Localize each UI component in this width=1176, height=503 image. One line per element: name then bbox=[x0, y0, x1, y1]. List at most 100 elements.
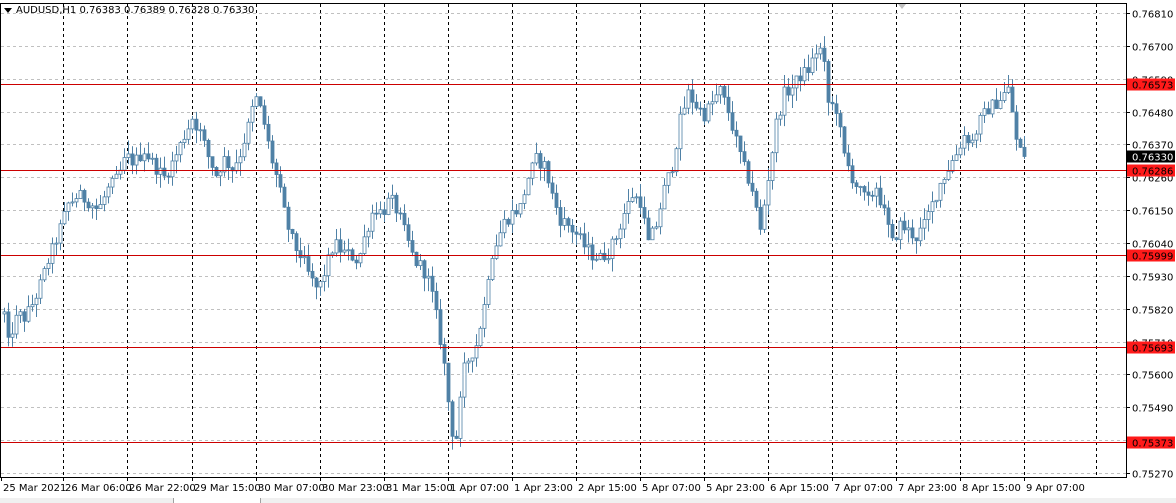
candle-body bbox=[778, 114, 783, 120]
candle-body bbox=[870, 194, 875, 197]
candle-body bbox=[558, 207, 563, 226]
candle-body bbox=[190, 118, 195, 130]
candle-body bbox=[790, 87, 795, 96]
dropdown-triangle-icon[interactable] bbox=[4, 7, 12, 13]
candle-body bbox=[50, 243, 55, 264]
level-label: 0.76573 bbox=[1132, 81, 1173, 92]
candle-body bbox=[74, 198, 79, 203]
candle-body bbox=[310, 270, 315, 279]
candle-body bbox=[738, 135, 743, 153]
candle-body bbox=[1010, 86, 1015, 113]
candle-body bbox=[906, 227, 911, 231]
candle-body bbox=[886, 207, 891, 225]
candle-body bbox=[198, 129, 203, 132]
candle-body bbox=[934, 199, 939, 203]
candle-body bbox=[742, 151, 747, 163]
candle-body bbox=[630, 197, 635, 202]
candle-body bbox=[438, 309, 443, 345]
chart-shift-marker-icon bbox=[898, 4, 906, 9]
candle-body bbox=[482, 304, 487, 329]
symbol-header-text: AUDUSD,H1 0.76383 0.76389 0.76328 0.7633… bbox=[16, 5, 255, 16]
candle-body bbox=[158, 167, 163, 175]
candle-body bbox=[798, 75, 803, 82]
candle-body bbox=[898, 220, 903, 241]
candle-body bbox=[26, 306, 31, 322]
candle-body bbox=[354, 259, 359, 264]
candle-body bbox=[614, 238, 619, 241]
candle-body bbox=[806, 67, 811, 73]
candle-body bbox=[550, 182, 555, 194]
candle-body bbox=[122, 157, 127, 171]
candle-body bbox=[962, 135, 967, 149]
candle-body bbox=[878, 187, 883, 206]
candle-body bbox=[990, 99, 995, 115]
candle-body bbox=[834, 103, 839, 114]
x-tick-label: 29 Mar 15:00 bbox=[194, 483, 261, 494]
candle-body bbox=[926, 211, 931, 220]
candle-body bbox=[946, 170, 951, 180]
candle-body bbox=[606, 258, 611, 261]
y-tick-label: 0.76260 bbox=[1132, 174, 1173, 185]
current-price-bg bbox=[1127, 150, 1175, 163]
level-label-bg bbox=[1127, 249, 1175, 262]
candle-body bbox=[918, 227, 923, 242]
candle-body bbox=[202, 129, 207, 141]
candle-body bbox=[18, 311, 23, 316]
candle-body bbox=[326, 254, 331, 277]
candle-body bbox=[950, 160, 955, 172]
level-label-bg bbox=[1127, 341, 1175, 354]
candle-body bbox=[818, 47, 823, 55]
candle-body bbox=[822, 47, 827, 62]
candle-body bbox=[522, 194, 527, 204]
candle-body bbox=[38, 279, 43, 299]
candle-body bbox=[78, 190, 83, 199]
candle-body bbox=[194, 118, 199, 131]
candle-body bbox=[238, 156, 243, 164]
candle-body bbox=[218, 171, 223, 177]
candle-body bbox=[486, 279, 491, 305]
candle-body bbox=[970, 139, 975, 144]
candle-body bbox=[422, 260, 427, 279]
candle-body bbox=[90, 205, 95, 209]
candle-body bbox=[602, 252, 607, 261]
candle-body bbox=[418, 260, 423, 267]
candle-body bbox=[258, 96, 263, 107]
candle-body bbox=[394, 194, 399, 214]
candle-body bbox=[410, 240, 415, 253]
candle-body bbox=[66, 202, 71, 212]
candle-body bbox=[186, 128, 191, 140]
y-tick-label: 0.76370 bbox=[1132, 141, 1173, 152]
candle-body bbox=[682, 107, 687, 115]
candle-body bbox=[982, 108, 987, 116]
candle-body bbox=[206, 139, 211, 158]
candle-body bbox=[254, 96, 259, 107]
candle-body bbox=[42, 268, 47, 281]
x-tick-label: 2 Apr 15:00 bbox=[578, 483, 637, 494]
y-tick-label: 0.76810 bbox=[1132, 10, 1173, 21]
candle-body bbox=[358, 253, 363, 264]
candle-body bbox=[726, 96, 731, 114]
candle-body bbox=[270, 140, 275, 164]
chart-tab-active[interactable] bbox=[173, 498, 261, 503]
candle-body bbox=[658, 208, 663, 228]
candle-body bbox=[226, 156, 231, 169]
candle-body bbox=[306, 256, 311, 272]
candle-body bbox=[494, 245, 499, 259]
candle-body bbox=[106, 186, 111, 198]
level-label-bg bbox=[1127, 78, 1175, 91]
symbol-header: AUDUSD,H1 0.76383 0.76389 0.76328 0.7633… bbox=[4, 5, 254, 16]
candle-body bbox=[518, 203, 523, 215]
candle-body bbox=[346, 249, 351, 252]
level-label: 0.75693 bbox=[1132, 344, 1173, 355]
candle-body bbox=[554, 192, 559, 208]
candle-body bbox=[286, 206, 291, 230]
candle-body bbox=[966, 135, 971, 144]
x-tick-label: 1 Apr 23:00 bbox=[514, 483, 573, 494]
candle-body bbox=[450, 401, 455, 437]
candle-body bbox=[978, 114, 983, 135]
candle-body bbox=[86, 201, 91, 209]
candle-body bbox=[1002, 92, 1007, 101]
candle-body bbox=[762, 204, 767, 230]
